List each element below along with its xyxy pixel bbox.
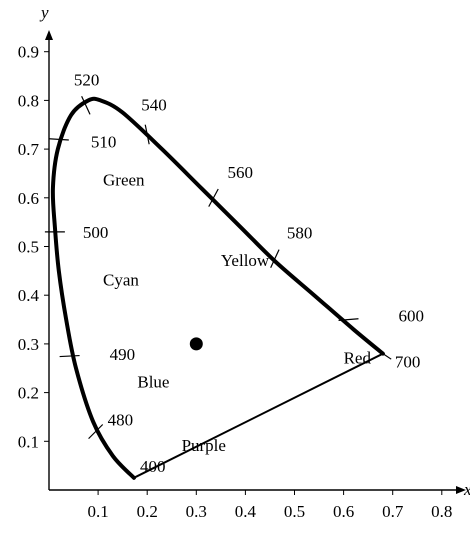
x-axis-label: x [463,480,470,499]
x-tick-label: 0.4 [235,502,257,521]
wavelength-tick [81,95,91,115]
y-axis-arrowhead [45,30,53,40]
y-tick-label: 0.5 [18,238,39,257]
wavelength-tick [48,138,69,141]
y-tick-label: 0.2 [18,384,39,403]
x-tick-label: 0.3 [186,502,207,521]
region-label-yellow: Yellow [221,251,270,270]
wavelength-tick [144,124,150,145]
spectral-locus-curve [50,96,385,480]
x-tick-label: 0.7 [382,502,404,521]
x-tick-label: 0.5 [284,502,305,521]
region-labels: Green Cyan Yellow Blue Red Purple [103,171,371,455]
wavelength-label: 700 [395,353,421,372]
wavelength-label: 580 [287,224,313,243]
curves [50,96,385,480]
wavelength-label: 520 [74,70,100,89]
y-tick-label: 0.3 [18,335,39,354]
region-label-purple: Purple [182,436,226,455]
wavelength-label: 600 [399,307,425,326]
wavelength-label: 490 [110,345,136,364]
y-tick-label: 0.7 [18,140,40,159]
wavelength-marks: 400 480 490 500 510 520 540 560 580 600 700 [44,70,425,476]
x-tick-label: 0.6 [333,502,354,521]
y-axis-label: y [39,3,49,22]
wavelength-label: 560 [227,163,253,182]
x-tick-label: 0.2 [137,502,158,521]
y-tick-label: 0.8 [18,91,39,110]
wavelength-tick [270,249,280,269]
y-tick-label: 0.6 [18,189,39,208]
wavelength-label: 400 [140,457,166,476]
wavelength-tick [88,424,104,440]
region-label-green: Green [103,171,145,190]
x-axis-arrowhead [456,486,466,494]
wavelength-tick [208,188,219,207]
region-label-cyan: Cyan [103,270,139,289]
x-tick-label: 0.1 [87,502,108,521]
wavelength-tick [59,354,80,358]
white-point-dot [189,337,203,351]
wavelength-tick [374,347,392,360]
y-tick-label: 0.1 [18,432,39,451]
region-label-red: Red [344,348,372,367]
x-tick-label: 0.8 [431,502,452,521]
wavelength-label: 540 [141,95,167,114]
wavelength-label: 480 [108,411,133,430]
axes: x y [39,3,470,499]
wavelength-label: 500 [83,223,109,242]
wavelength-tick [338,318,359,321]
purple-line [133,352,384,479]
axis-ticks: 0.1 0.2 0.3 0.4 0.5 0.6 0.7 0.8 0.1 0.2 0.3 0.4 0.5 0… [18,43,453,521]
region-label-blue: Blue [137,373,169,392]
y-tick-label: 0.4 [18,286,40,305]
y-tick-label: 0.9 [18,43,39,62]
wavelength-label: 510 [91,132,117,151]
